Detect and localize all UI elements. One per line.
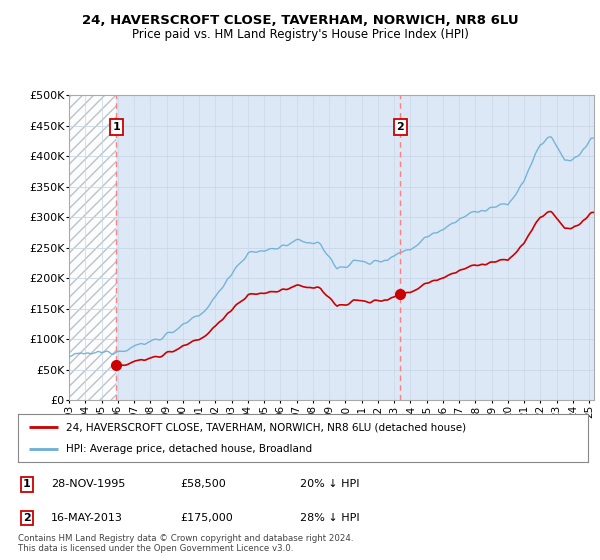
Text: 2: 2 [23, 513, 31, 523]
Text: 1: 1 [112, 122, 120, 132]
Text: 28-NOV-1995: 28-NOV-1995 [51, 479, 125, 489]
Text: 1: 1 [23, 479, 31, 489]
Text: Contains HM Land Registry data © Crown copyright and database right 2024.
This d: Contains HM Land Registry data © Crown c… [18, 534, 353, 553]
Text: HPI: Average price, detached house, Broadland: HPI: Average price, detached house, Broa… [67, 444, 313, 454]
Text: 24, HAVERSCROFT CLOSE, TAVERHAM, NORWICH, NR8 6LU (detached house): 24, HAVERSCROFT CLOSE, TAVERHAM, NORWICH… [67, 422, 467, 432]
Bar [69, 95, 116, 400]
Text: 2: 2 [397, 122, 404, 132]
Text: £175,000: £175,000 [180, 513, 233, 523]
Text: 16-MAY-2013: 16-MAY-2013 [51, 513, 123, 523]
Text: £58,500: £58,500 [180, 479, 226, 489]
Text: 24, HAVERSCROFT CLOSE, TAVERHAM, NORWICH, NR8 6LU: 24, HAVERSCROFT CLOSE, TAVERHAM, NORWICH… [82, 14, 518, 27]
Text: 28% ↓ HPI: 28% ↓ HPI [300, 513, 359, 523]
Text: 20% ↓ HPI: 20% ↓ HPI [300, 479, 359, 489]
Text: Price paid vs. HM Land Registry's House Price Index (HPI): Price paid vs. HM Land Registry's House … [131, 28, 469, 41]
